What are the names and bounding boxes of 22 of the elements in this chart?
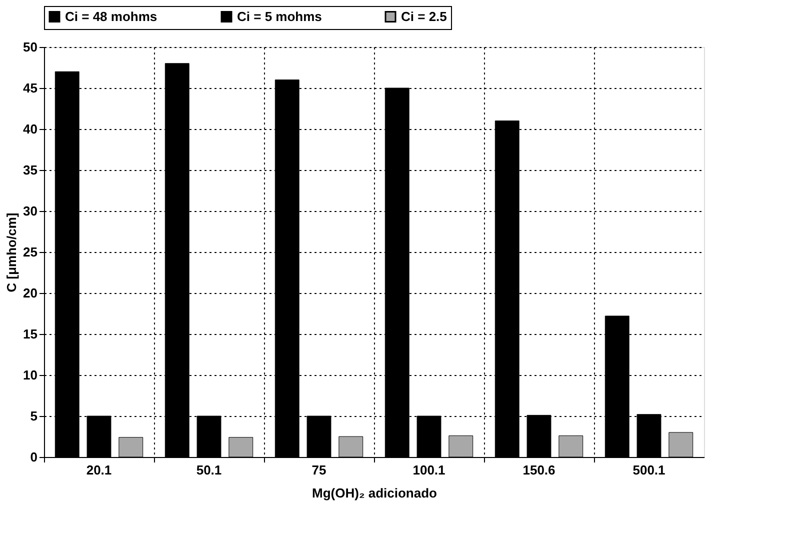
- legend-label: Ci = 48 mohms: [65, 8, 158, 24]
- x-tick-label: 50.1: [196, 462, 222, 478]
- y-tick-label: 30: [23, 204, 38, 218]
- y-tick-label: 15: [23, 326, 38, 342]
- x-tick-label: 150.6: [522, 462, 556, 478]
- x-tick-label: 500.1: [632, 462, 666, 478]
- y-tick-label: 25: [23, 244, 38, 260]
- y-tick-label: 10: [23, 368, 38, 382]
- legend-label: Ci = 5 mohms: [237, 8, 322, 24]
- y-tick-label: 0: [30, 450, 38, 464]
- x-tick-label: 75: [312, 462, 326, 478]
- legend-label: Ci = 2.5: [401, 8, 447, 24]
- y-axis-title: C [μmho/cm]: [4, 212, 20, 292]
- y-tick-label: 40: [23, 122, 38, 136]
- y-tick-label: 45: [23, 80, 38, 96]
- y-tick-label: 20: [23, 286, 38, 300]
- y-tick-label: 5: [30, 408, 38, 424]
- x-tick-label: 100.1: [412, 462, 446, 478]
- x-tick-label: 20.1: [86, 462, 112, 478]
- y-tick-label: 50: [23, 40, 38, 54]
- y-tick-label: 35: [23, 162, 38, 178]
- x-axis-title: Mg(OH)₂ adicionado: [312, 486, 438, 500]
